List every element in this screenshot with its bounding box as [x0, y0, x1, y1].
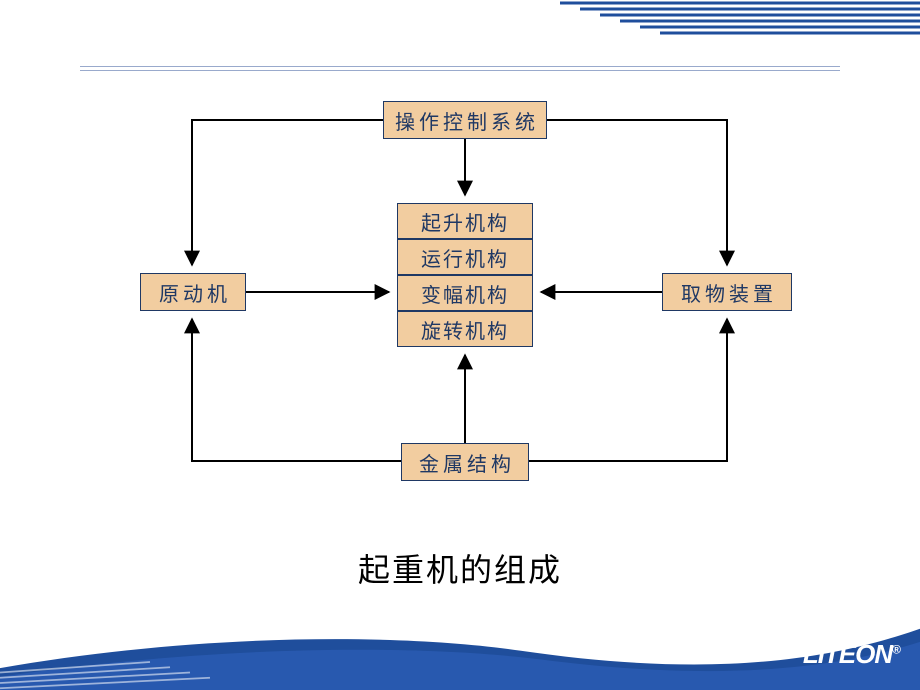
slide-title: 起重机的组成 — [0, 545, 920, 591]
center-cell-0-label: 起升机构 — [421, 207, 509, 236]
brand-logo-reg: ® — [892, 642, 900, 656]
slide-title-text: 起重机的组成 — [358, 552, 562, 588]
center-cell-0: 起升机构 — [397, 203, 533, 239]
center-cell-1: 运行机构 — [397, 239, 533, 275]
node-top-label: 操作控制系统 — [395, 106, 539, 135]
node-right-label: 取物装置 — [681, 278, 777, 307]
brand-logo: LITEON® — [803, 639, 900, 670]
center-cell-2-label: 变幅机构 — [421, 279, 509, 308]
node-bottom-label: 金属结构 — [419, 448, 515, 477]
node-left: 原动机 — [140, 273, 246, 311]
center-cell-3: 旋转机构 — [397, 311, 533, 347]
center-cell-2: 变幅机构 — [397, 275, 533, 311]
node-top: 操作控制系统 — [383, 101, 547, 139]
footer-bar — [0, 620, 920, 690]
center-cell-3-label: 旋转机构 — [421, 315, 509, 344]
node-bottom: 金属结构 — [401, 443, 529, 481]
slide: 操作控制系统 原动机 取物装置 金属结构 起升机构 运行机构 变幅机构 旋转机构… — [0, 0, 920, 690]
brand-logo-text: LITEON — [803, 639, 892, 669]
center-cell-1-label: 运行机构 — [421, 243, 509, 272]
node-left-label: 原动机 — [159, 278, 231, 307]
node-right: 取物装置 — [662, 273, 792, 311]
